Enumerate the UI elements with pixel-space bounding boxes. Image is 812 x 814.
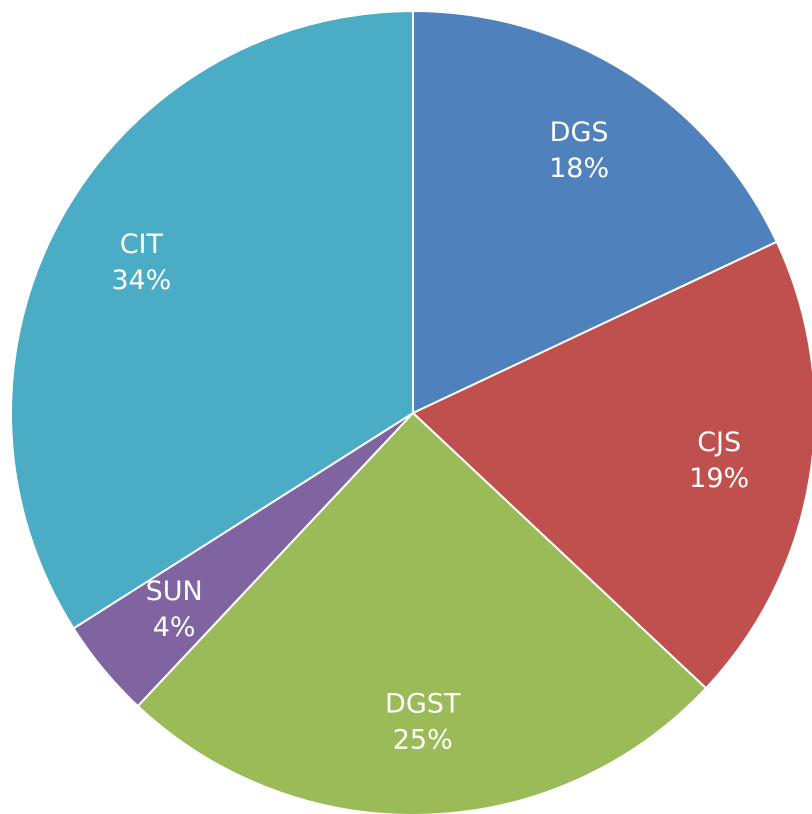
pie-slice — [411, 240, 812, 690]
slice-label: DGST — [385, 688, 461, 719]
pie-slice — [136, 411, 708, 814]
slice-label: DGS — [550, 117, 609, 148]
slice-value-label: 34% — [111, 265, 171, 296]
slice-label: SUN — [146, 576, 203, 607]
slice-value-label: 25% — [393, 724, 453, 755]
slice-value-label: 19% — [689, 463, 749, 494]
slice-label: CIT — [120, 229, 164, 260]
slice-value-label: 4% — [153, 612, 196, 643]
slice-label: CJS — [697, 427, 741, 458]
pie-slice — [10, 9, 414, 630]
pie-slice — [412, 9, 779, 415]
slice-value-label: 18% — [549, 153, 609, 184]
